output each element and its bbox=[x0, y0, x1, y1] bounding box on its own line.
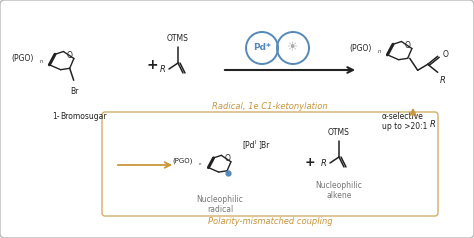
Text: R: R bbox=[440, 76, 446, 85]
Text: O: O bbox=[443, 50, 448, 59]
Text: α-selective: α-selective bbox=[382, 112, 424, 121]
Text: Nucleophilic
alkene: Nucleophilic alkene bbox=[316, 181, 363, 200]
Text: O: O bbox=[405, 40, 411, 50]
Text: up to >20:1: up to >20:1 bbox=[382, 122, 428, 131]
Text: (PGO): (PGO) bbox=[350, 44, 372, 53]
Text: Bromosugar: Bromosugar bbox=[60, 112, 107, 121]
Text: Pd*: Pd* bbox=[253, 44, 271, 53]
Text: Polarity-mismatched coupling: Polarity-mismatched coupling bbox=[208, 217, 332, 226]
Text: OTMS: OTMS bbox=[328, 128, 350, 137]
Text: (PGO): (PGO) bbox=[173, 158, 193, 164]
Text: I: I bbox=[255, 139, 256, 144]
Text: Radical, 1e C1-ketonylation: Radical, 1e C1-ketonylation bbox=[212, 102, 328, 111]
Text: O: O bbox=[225, 154, 230, 163]
Text: R: R bbox=[430, 120, 436, 129]
Text: $_n$: $_n$ bbox=[39, 58, 44, 66]
Text: ]Br: ]Br bbox=[258, 140, 269, 149]
Text: (PGO): (PGO) bbox=[12, 54, 34, 63]
Text: Nucleophilic
radical: Nucleophilic radical bbox=[197, 195, 244, 214]
Text: OTMS: OTMS bbox=[167, 34, 189, 43]
Text: Br: Br bbox=[71, 87, 79, 96]
FancyBboxPatch shape bbox=[102, 112, 438, 216]
Text: +: + bbox=[305, 157, 315, 169]
Text: R: R bbox=[160, 64, 166, 74]
Text: O: O bbox=[67, 50, 73, 60]
Text: $_n$: $_n$ bbox=[377, 48, 382, 56]
Text: R: R bbox=[321, 159, 327, 168]
Text: $_n$: $_n$ bbox=[198, 162, 202, 168]
Text: ☀: ☀ bbox=[287, 41, 299, 55]
Text: +: + bbox=[146, 58, 158, 72]
Text: [Pd: [Pd bbox=[242, 140, 255, 149]
Text: 1-: 1- bbox=[53, 112, 60, 121]
